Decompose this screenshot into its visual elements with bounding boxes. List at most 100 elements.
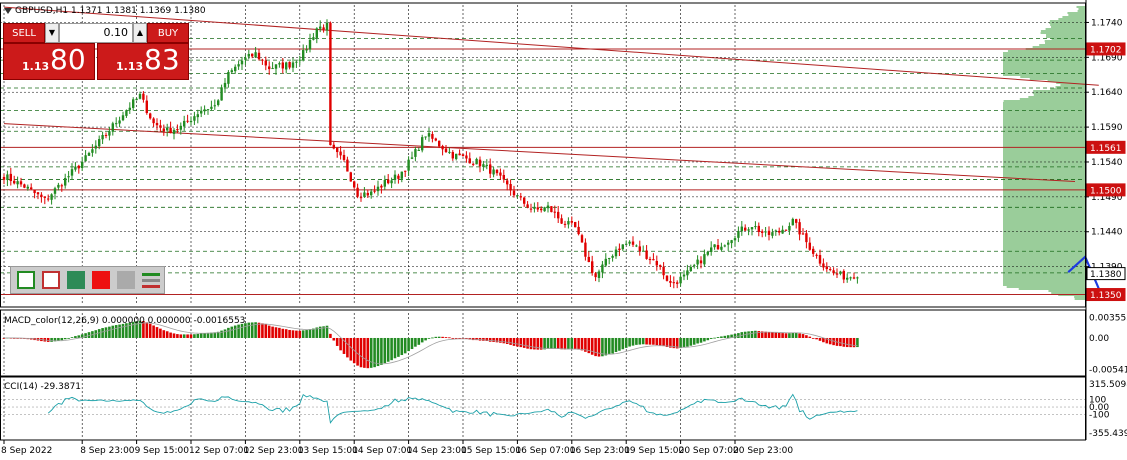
- macd-bar: [312, 328, 315, 338]
- sell-button[interactable]: SELL: [3, 23, 45, 43]
- macd-bar: [594, 337, 597, 357]
- macd-bar: [771, 332, 774, 338]
- candle-body: [57, 184, 60, 188]
- macd-bar: [431, 337, 434, 339]
- macd-bar: [250, 322, 254, 338]
- macd-bar: [597, 337, 601, 357]
- lot-size-input[interactable]: 0.10: [59, 23, 133, 43]
- sell-price-button[interactable]: 1.13 80: [3, 43, 95, 80]
- candle-body: [427, 133, 431, 137]
- buy-price-button[interactable]: 1.13 83: [97, 43, 189, 80]
- bear-fill-style-button[interactable]: [92, 271, 110, 289]
- macd-bar: [648, 337, 652, 345]
- price-label: 1.1350: [1090, 291, 1122, 301]
- macd-bar: [420, 337, 424, 343]
- lot-decrease-icon[interactable]: ▼: [45, 23, 59, 43]
- candle-body: [553, 211, 556, 213]
- macd-bar: [723, 335, 727, 338]
- candle-body: [81, 161, 84, 169]
- candle-body: [784, 229, 788, 231]
- macd-bar: [611, 337, 614, 354]
- candle-body: [662, 266, 665, 276]
- price-tick-label: 1.1540: [1091, 158, 1123, 168]
- candle-body: [448, 151, 451, 153]
- volume-profile-bar: [1003, 102, 1085, 104]
- macd-bar: [781, 333, 784, 338]
- macd-bar: [427, 337, 431, 339]
- candle-body: [50, 194, 53, 200]
- cci-line: [0, 393, 1085, 424]
- candle-body: [363, 192, 366, 197]
- macd-bar: [522, 337, 526, 348]
- macd-bar: [788, 333, 791, 338]
- macd-bar: [77, 335, 81, 338]
- macd-bar: [414, 337, 417, 347]
- bull-outline-style-button[interactable]: [17, 271, 35, 289]
- macd-bar: [114, 325, 118, 338]
- candle-body: [410, 157, 414, 159]
- bull-fill-style-button[interactable]: [67, 271, 85, 289]
- candle-body: [608, 258, 611, 260]
- volume-profile-bar: [1003, 228, 1085, 230]
- buy-button[interactable]: BUY: [147, 23, 189, 43]
- candle-body: [591, 261, 594, 273]
- macd-bar: [322, 326, 325, 338]
- candle-body: [210, 106, 213, 109]
- candle-body: [108, 131, 111, 136]
- price-label: 1.1561: [1090, 144, 1122, 154]
- candle-body: [455, 153, 458, 160]
- candle-body: [580, 235, 584, 243]
- volume-profile-bar: [1019, 98, 1085, 100]
- macd-bar: [563, 337, 567, 350]
- macd-bar: [148, 323, 152, 338]
- macd-bar: [750, 331, 754, 338]
- macd-bar: [818, 337, 822, 341]
- candle-body: [750, 227, 754, 230]
- candle-body: [489, 164, 492, 174]
- candle-body: [815, 254, 818, 256]
- candle-body: [125, 110, 128, 116]
- macd-bar: [278, 327, 281, 338]
- macd-bar: [383, 337, 387, 364]
- symbol-header-text: GBPUSD,H1 1.1371 1.1381 1.1369 1.1380: [15, 6, 206, 16]
- candle-body: [832, 270, 835, 274]
- sell-price-prefix: 1.13: [22, 60, 50, 73]
- volume-profile-bar: [1003, 198, 1085, 200]
- line-style-button[interactable]: [142, 271, 160, 289]
- candle-body: [689, 266, 692, 272]
- neutral-fill-style-button[interactable]: [117, 271, 135, 289]
- macd-bar: [220, 330, 223, 338]
- volume-profile-bar: [1003, 204, 1085, 206]
- symbol-header: GBPUSD,H1 1.1371 1.1381 1.1369 1.1380: [4, 6, 206, 16]
- candle-body: [135, 98, 138, 101]
- volume-profile-bar: [1046, 34, 1085, 36]
- macd-bar: [12, 337, 16, 339]
- macd-bar: [696, 337, 699, 344]
- candle-body: [795, 219, 798, 223]
- price-axis: 1.1740 1.1690 1.1640 1.1590 1.1540 1.1490 1.14…: [1086, 18, 1127, 439]
- candle-body: [220, 87, 223, 101]
- volume-profile-bar: [1003, 64, 1085, 66]
- candle-body: [648, 259, 652, 261]
- volume-profile-bar: [1003, 138, 1085, 140]
- price-tick-label: 1.1490: [1091, 193, 1123, 203]
- candle-body: [84, 155, 87, 162]
- volume-profile-bar: [1003, 284, 1085, 286]
- macd-bar: [811, 337, 815, 339]
- chart-menu-icon[interactable]: [4, 7, 12, 14]
- macd-bar: [505, 337, 509, 345]
- volume-profile-bar: [1003, 276, 1085, 278]
- macd-bar: [672, 337, 676, 349]
- macd-bar: [570, 337, 574, 350]
- volume-profile-bar: [1003, 180, 1085, 182]
- trendline: [3, 123, 1076, 183]
- bear-outline-style-button[interactable]: [42, 271, 60, 289]
- candle-body: [376, 186, 380, 192]
- macd-bar: [135, 321, 138, 338]
- volume-profile-bar: [1077, 10, 1085, 12]
- macd-bar: [288, 329, 291, 338]
- macd-tick-label: 0.00: [1089, 334, 1109, 344]
- lot-increase-icon[interactable]: ▲: [133, 23, 147, 43]
- macd-bar: [267, 325, 271, 338]
- macd-bar: [624, 337, 628, 348]
